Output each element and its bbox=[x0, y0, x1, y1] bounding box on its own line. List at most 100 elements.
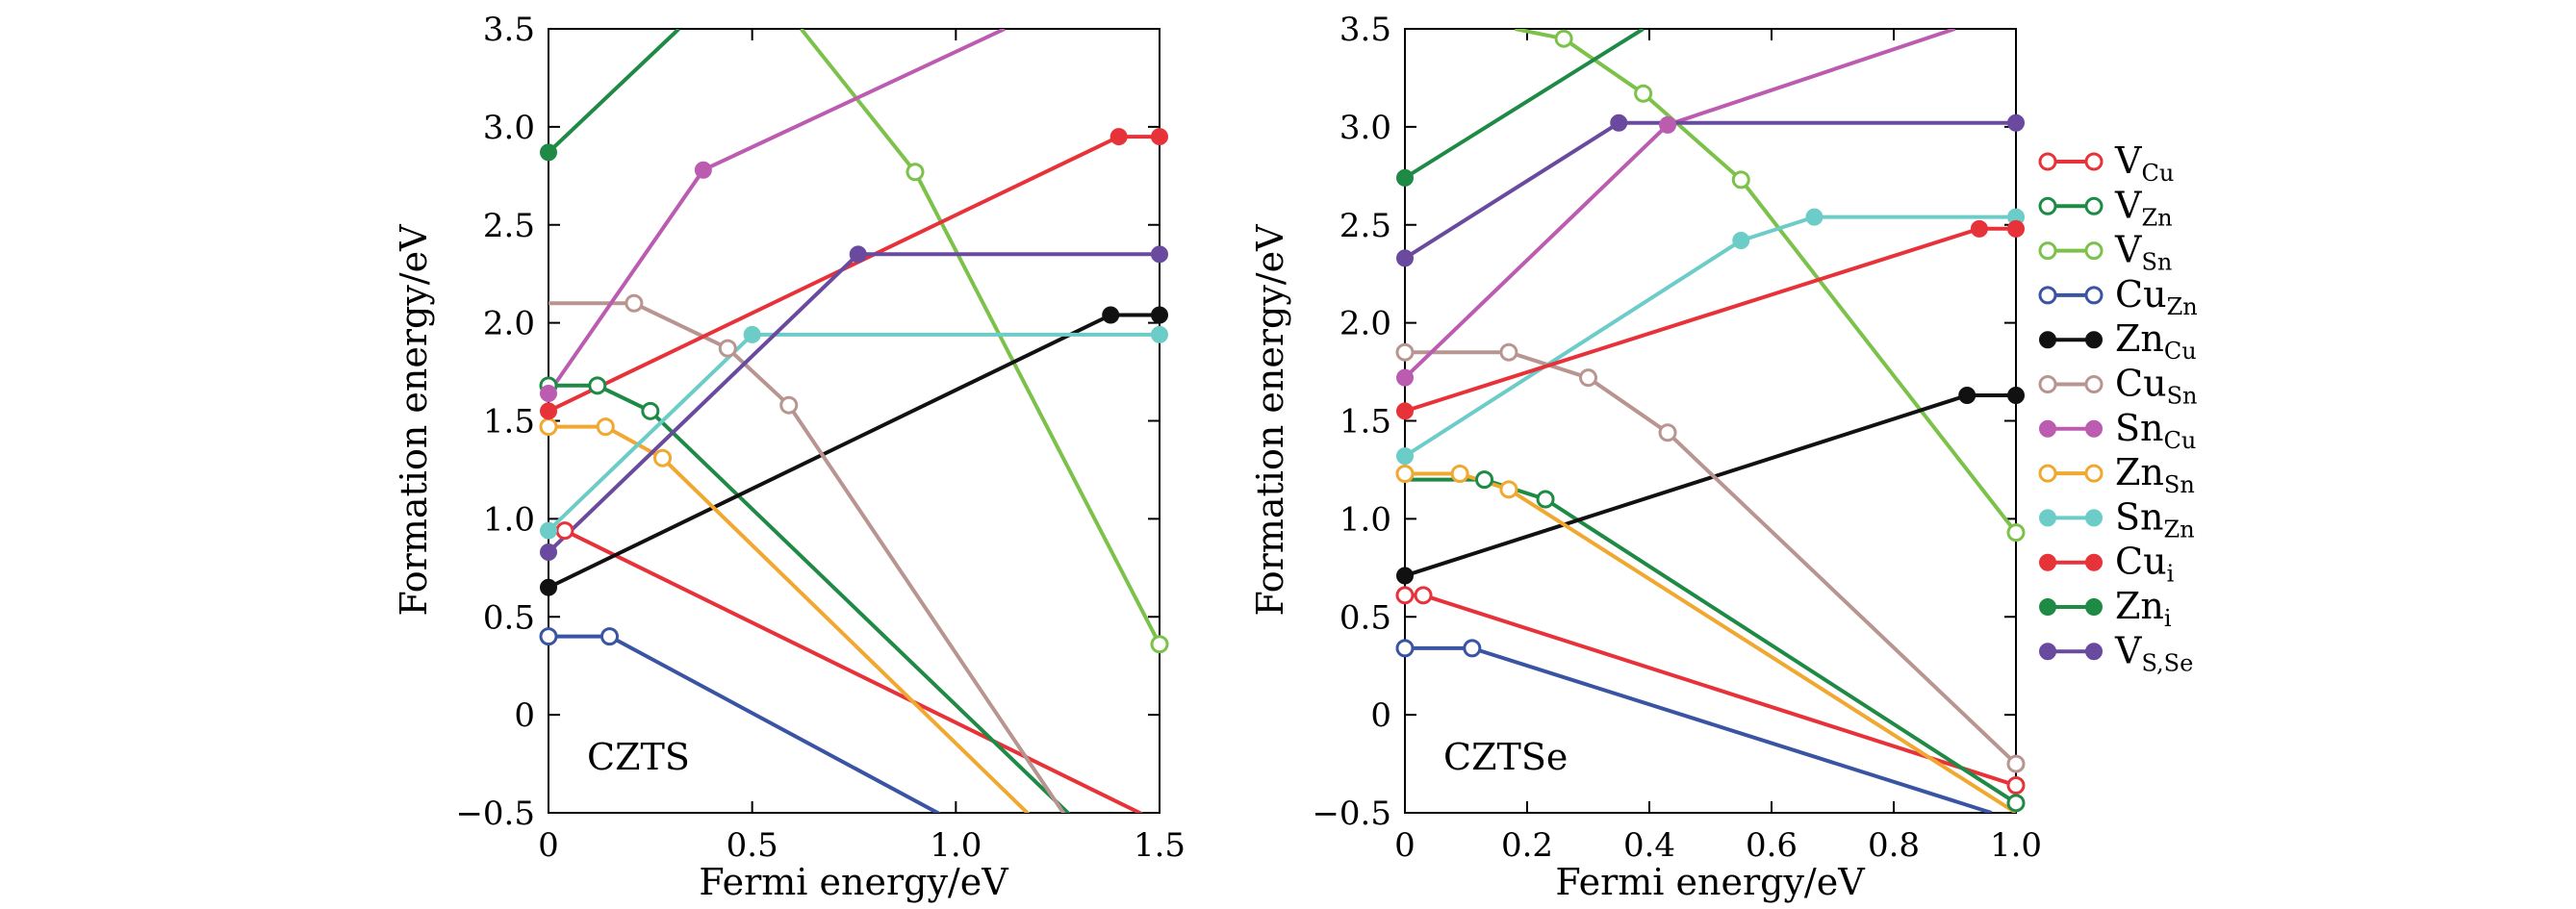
legend-item-vsn: VSn bbox=[2038, 229, 2172, 276]
legend-marker bbox=[2038, 152, 2057, 171]
x-axis-title-cztse: Fermi energy/eV bbox=[1555, 861, 1865, 903]
legend-marker bbox=[2084, 152, 2104, 171]
legend-label: VZn bbox=[2114, 184, 2173, 231]
data-point-cusn bbox=[1499, 342, 1518, 362]
y-tick-label: 0 bbox=[1370, 696, 1391, 735]
legend-marker bbox=[2084, 464, 2104, 483]
legend-label: VS,Se bbox=[2114, 629, 2193, 676]
legend-marker bbox=[2085, 419, 2103, 438]
legend-label: SnZn bbox=[2115, 495, 2195, 543]
data-point-vcu bbox=[1395, 586, 1415, 605]
series-czts bbox=[548, 29, 1160, 813]
legend-marker bbox=[2085, 331, 2103, 349]
legend-label: CuSn bbox=[2115, 363, 2197, 410]
legend-marker bbox=[2085, 643, 2103, 661]
y-tick-label: −0.5 bbox=[1312, 795, 1391, 833]
data-point-cusn bbox=[1579, 368, 1597, 388]
series-line-vsn bbox=[1514, 29, 2016, 534]
legend-label: Zni bbox=[2115, 585, 2172, 632]
legend-item-cuzn: CuZn bbox=[2038, 273, 2198, 320]
data-point-znsn bbox=[539, 417, 558, 437]
data-point-vzn bbox=[1536, 490, 1555, 509]
x-tick-label: 0.4 bbox=[1623, 826, 1675, 865]
legend-item-znsn: ZnSn bbox=[2038, 451, 2195, 498]
data-point-vzn bbox=[1475, 470, 1494, 490]
series-line-vzn bbox=[548, 383, 1071, 813]
data-point-vsse bbox=[1610, 114, 1628, 132]
legend-item-cui: Cui bbox=[2039, 541, 2175, 588]
legend-marker bbox=[2038, 375, 2057, 393]
legend-marker bbox=[2039, 509, 2056, 527]
series-line-zni bbox=[1405, 29, 1645, 180]
legend-marker bbox=[2038, 286, 2057, 305]
legend-marker bbox=[2039, 419, 2056, 438]
series-line-snzn bbox=[1405, 215, 2016, 458]
series-line-cuzn bbox=[548, 634, 942, 813]
panel-label-czts: CZTS bbox=[587, 736, 690, 778]
data-point-cuzn bbox=[1395, 639, 1415, 658]
series-cztse bbox=[1405, 29, 2016, 813]
series-line-cui bbox=[1405, 226, 2016, 414]
y-tick-label: 0 bbox=[514, 696, 535, 735]
data-point-vsn bbox=[1554, 29, 1573, 48]
data-point-zni bbox=[1396, 168, 1414, 187]
y-tick-label: 3.5 bbox=[1339, 11, 1391, 49]
y-tick-label: 1.5 bbox=[1339, 403, 1391, 442]
x-tick-label: 0.2 bbox=[1501, 826, 1553, 865]
data-point-sncu bbox=[1396, 368, 1414, 387]
data-point-zncu bbox=[2007, 387, 2025, 405]
data-point-znsn bbox=[1450, 465, 1469, 484]
markers-czts bbox=[539, 128, 1169, 654]
data-point-snzn bbox=[1732, 232, 1750, 250]
legend: VCuVZnVSnCuZnZnCuCuSnSnCuZnSnSnZnCuiZniV… bbox=[2038, 139, 2198, 676]
data-point-zncu bbox=[540, 578, 557, 596]
legend-label: VSn bbox=[2114, 229, 2172, 276]
plot-frame-czts bbox=[548, 28, 1160, 814]
data-point-vcu bbox=[1414, 586, 1433, 605]
data-point-sncu bbox=[694, 161, 712, 179]
chart-panel-cztse: −0.500.51.01.52.02.53.03.5 0 0.2 0.4 0.6 0.8… bbox=[1249, 11, 2042, 903]
data-point-cusn bbox=[1395, 342, 1415, 362]
data-point-vcu bbox=[2006, 775, 2026, 795]
series-line-znsn bbox=[548, 424, 1031, 813]
x-tick-label: 0 bbox=[538, 826, 559, 865]
legend-marker bbox=[2085, 509, 2103, 527]
legend-marker bbox=[2084, 375, 2104, 393]
y-axis-title-czts: Formation energy/eV bbox=[393, 224, 435, 617]
series-line-vsse bbox=[1405, 120, 2016, 261]
legend-item-vzn: VZn bbox=[2038, 184, 2173, 231]
legend-label: ZnSn bbox=[2115, 451, 2195, 498]
x-ticks-cztse: 0 0.2 0.4 0.6 0.8 1.0 bbox=[1394, 29, 2042, 865]
data-point-zncu bbox=[1396, 567, 1414, 585]
series-line-cui bbox=[548, 135, 1160, 414]
data-point-sncu bbox=[540, 384, 557, 402]
y-tick-label: −0.5 bbox=[455, 795, 535, 833]
y-tick-label: 2.0 bbox=[483, 305, 535, 343]
data-point-vsse bbox=[1396, 249, 1414, 267]
x-ticks-czts: 0 0.5 1.0 1.5 bbox=[538, 29, 1186, 865]
y-tick-label: 0.5 bbox=[483, 598, 535, 637]
series-line-vcu bbox=[548, 524, 1144, 813]
legend-marker bbox=[2038, 241, 2057, 261]
data-point-cusn bbox=[718, 339, 737, 358]
series-line-zni bbox=[548, 29, 680, 154]
markers-cztse bbox=[1395, 29, 2026, 813]
legend-marker bbox=[2039, 643, 2056, 661]
legend-item-cusn: CuSn bbox=[2038, 363, 2197, 410]
y-tick-label: 0.5 bbox=[1339, 598, 1391, 637]
legend-marker bbox=[2084, 196, 2104, 215]
y-tick-label: 1.0 bbox=[483, 500, 535, 539]
data-point-vcu bbox=[555, 521, 574, 541]
legend-item-vcu: VCu bbox=[2038, 139, 2174, 187]
legend-item-sncu: SnCu bbox=[2039, 407, 2196, 454]
legend-item-vsse: VS,Se bbox=[2039, 629, 2193, 676]
data-point-snzn bbox=[1805, 208, 1824, 226]
data-point-vsn bbox=[2006, 523, 2026, 543]
chart-panel-czts: −0.500.51.01.52.02.53.03.5 0 0.5 1.0 1.5 CZ… bbox=[393, 11, 1186, 903]
y-tick-label: 2.5 bbox=[1339, 207, 1391, 245]
data-point-vsse bbox=[849, 245, 867, 264]
data-point-cusn bbox=[625, 293, 644, 313]
x-axis-title-czts: Fermi energy/eV bbox=[699, 861, 1008, 903]
data-point-znsn bbox=[653, 448, 673, 467]
